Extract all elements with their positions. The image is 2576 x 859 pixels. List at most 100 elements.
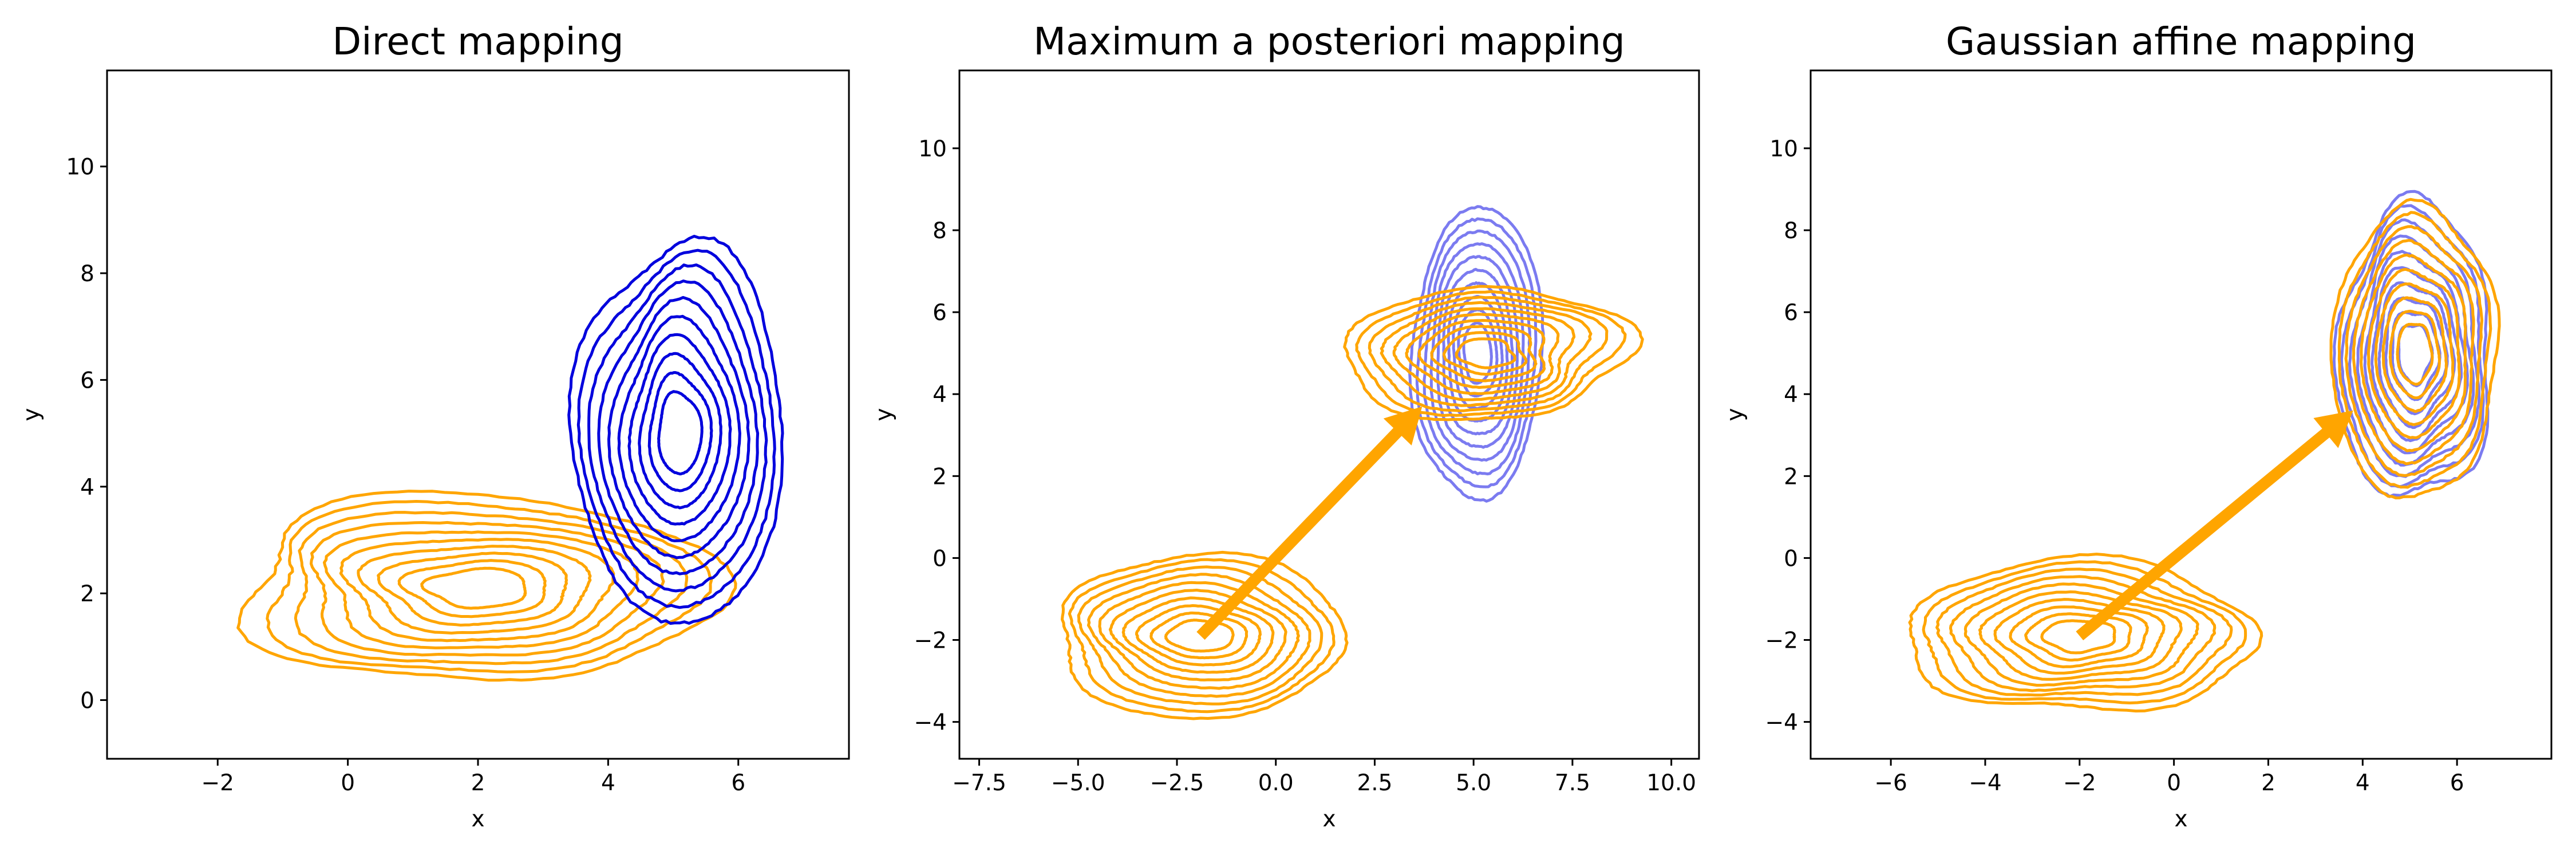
contour-line [266,500,713,673]
contour-line [567,235,784,625]
contour-line [397,559,547,618]
contour-line [310,521,665,657]
y-tick-label: 8 [933,218,947,244]
contour-line [1423,229,1531,476]
contour-line [597,279,760,576]
contour-line [2360,253,2467,452]
x-tick-group: −7.5 −5.0 −2.5 0.0 2.5 5.0 7.5 10.0 [952,759,1696,796]
panel-map-mapping: Maximum a posteriori mapping −7.5 −5.0 −2.… [871,19,1700,832]
contour-line [638,352,722,510]
x-tick-label: 7.5 [1555,770,1590,796]
contour-line [647,371,713,492]
y-tick-label: 6 [80,368,94,393]
panel-title: Maximum a posteriori mapping [1033,19,1625,64]
contour-line [657,390,704,476]
x-tick-label: −2.5 [1150,770,1204,796]
y-axis-label: y [871,408,897,421]
contour-line [1355,290,1627,417]
contour-line [2352,239,2475,466]
y-tick-label: 10 [1769,136,1798,162]
axes-frame [1809,69,2553,760]
x-tick-label: 2.5 [1357,770,1392,796]
arrow-layer [1196,406,1423,640]
contour-line [420,566,527,610]
x-tick-group: −6 −4 −2 0 2 4 6 [1874,759,2464,796]
contour-line [377,551,568,627]
contour-line [1430,325,1538,383]
y-tick-label: 0 [1784,546,1798,572]
contour-line [587,263,768,593]
x-tick-label: 10.0 [1646,770,1696,796]
y-tick-label: 2 [1784,464,1798,490]
mapping-arrow [2076,410,2353,641]
x-tick-label: 5.0 [1456,770,1491,796]
x-tick-label: 0 [341,770,355,796]
y-tick-label: 4 [933,382,947,408]
contour-line [2381,296,2448,413]
contour-line [1417,319,1546,389]
y-tick-label: 0 [80,688,94,714]
y-tick-label: 8 [1784,218,1798,244]
contour-line [617,314,741,542]
x-tick-label: 0 [2167,770,2181,796]
mapping-arrow [1196,406,1423,640]
panel-title: Direct mapping [332,19,623,64]
x-tick-label: 2 [2261,770,2275,796]
y-tick-group: 0 2 4 6 8 10 [66,155,107,714]
y-tick-label: −2 [1765,628,1799,654]
contour-line [2040,619,2116,655]
arrow-layer [2076,410,2353,641]
contour-line [1442,331,1528,376]
contour-line [236,490,737,682]
contour-line [1061,550,1349,720]
x-tick-label: 4 [2356,770,2370,796]
x-tick-label: −5.0 [1051,770,1105,796]
contour-line [1343,285,1644,421]
x-tick-label: −6 [1874,770,1907,796]
contour-line [607,295,750,559]
x-tick-label: 0.0 [1258,770,1294,796]
contour-line [1455,337,1517,369]
contour-line [1077,565,1323,706]
panel-direct-mapping: Direct mapping −2 0 2 4 6 0 2 4 6 8 10 x y [19,19,850,832]
panel-gaussian-affine-mapping: Gaussian affine mapping −6 −4 −2 0 2 4 6 −4 −2 0… [1722,19,2553,832]
axes-frame [958,69,1700,760]
y-tick-label: −4 [1765,710,1799,736]
contour-layer [1061,205,1644,720]
y-tick-label: −4 [914,710,947,736]
x-tick-label: 4 [601,770,615,796]
contour-line [1368,295,1609,412]
x-axis-label: x [2174,806,2187,832]
y-tick-group: −4 −2 0 2 4 6 8 10 [1765,136,1811,736]
contour-line [1408,205,1545,503]
contour-line [1436,255,1519,449]
contour-line [323,530,639,649]
contour-line [2370,266,2463,443]
y-tick-label: 6 [933,300,947,326]
x-tick-label: −4 [1969,770,2002,796]
y-tick-label: 10 [918,136,947,162]
x-tick-label: −2 [202,770,235,796]
x-tick-label: −7.5 [952,770,1006,796]
y-tick-label: 2 [933,464,947,490]
x-axis-label: x [471,806,484,832]
y-tick-label: 4 [80,475,94,501]
y-tick-label: 6 [1784,300,1798,326]
contour-line [1121,596,1275,674]
contour-line [2344,225,2484,477]
x-tick-label: 6 [731,770,745,796]
y-tick-label: 2 [80,581,94,607]
contour-line [2374,282,2455,426]
contour-line [1068,558,1336,714]
x-tick-label: 6 [2450,770,2464,796]
y-tick-label: 0 [933,546,947,572]
contour-line [627,333,732,526]
contour-line [339,538,615,643]
contour-layer [236,235,784,682]
y-tick-label: 8 [80,261,94,287]
y-axis-label: y [1722,408,1748,421]
x-axis-label: x [1322,806,1336,832]
contour-line [1086,573,1311,698]
contour-line [294,511,689,665]
